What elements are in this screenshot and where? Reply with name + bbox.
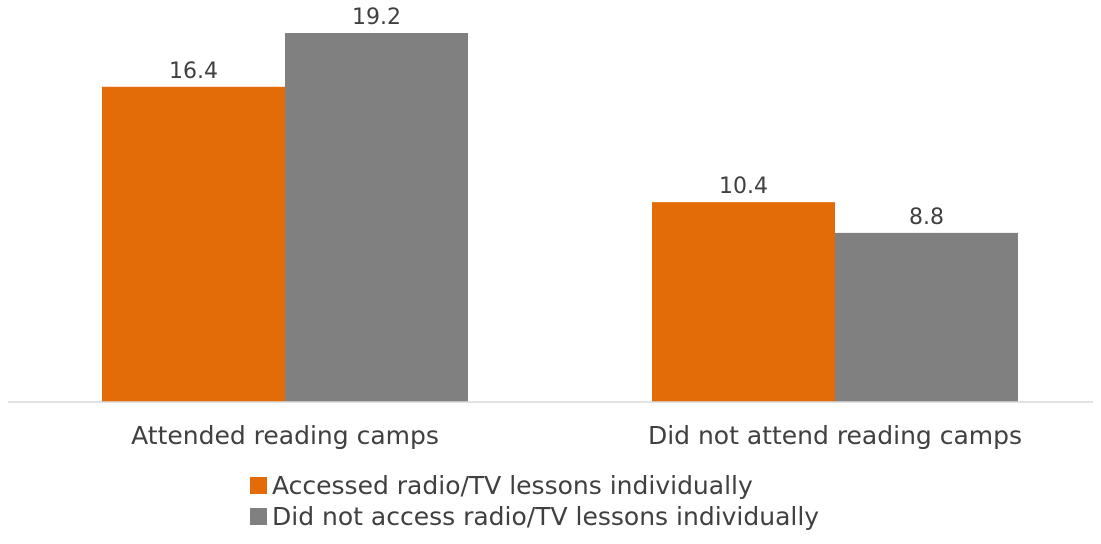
- category-label-not-attended: Did not attend reading camps: [648, 421, 1022, 450]
- value-label-not-accessed-not-attended: 8.8: [909, 205, 944, 230]
- value-label-accessed-not-attended: 10.4: [719, 174, 768, 199]
- legend-swatch-not-accessed: [250, 508, 267, 525]
- bar-not-accessed-not-attended: [835, 232, 1018, 402]
- legend-swatch-accessed: [250, 477, 267, 494]
- category-labels-layer: Attended reading camps Did not attend rea…: [131, 421, 1022, 450]
- legend-label-accessed: Accessed radio/TV lessons individually: [272, 471, 753, 500]
- bar-accessed-attended: [102, 86, 285, 402]
- bars-layer: [102, 33, 1018, 402]
- value-label-accessed-attended: 16.4: [169, 59, 218, 84]
- legend: Accessed radio/TV lessons individuallyDi…: [250, 471, 819, 531]
- bar-not-accessed-attended: [285, 33, 468, 402]
- value-labels-layer: 16.4 19.2 10.4 8.8: [169, 5, 944, 230]
- category-label-attended: Attended reading camps: [131, 421, 439, 450]
- value-label-not-accessed-attended: 19.2: [352, 5, 401, 30]
- bar-accessed-not-attended: [652, 202, 835, 402]
- legend-label-not-accessed: Did not access radio/TV lessons individu…: [272, 502, 819, 531]
